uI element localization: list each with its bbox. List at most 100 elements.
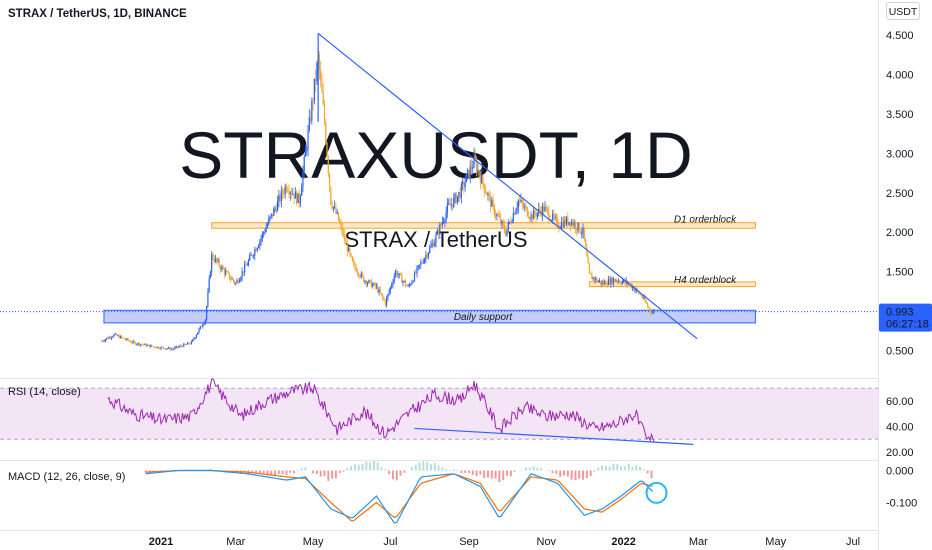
candle-body: [368, 280, 370, 283]
macd-histogram-bar: [498, 470, 501, 483]
candle-body: [574, 222, 577, 229]
candle-body: [644, 297, 646, 302]
candle-body: [361, 273, 364, 276]
candle-body: [170, 348, 172, 350]
macd-histogram-bar: [620, 466, 623, 471]
candle-body: [269, 216, 271, 219]
annotation-label: D1 orderblock: [674, 214, 737, 225]
currency-button[interactable]: [886, 2, 920, 20]
candle-body: [385, 298, 388, 306]
candle-body: [483, 183, 485, 192]
candle-body: [479, 175, 481, 184]
candle-body: [104, 339, 106, 342]
rsi-axis-tick-label: 40.00: [886, 422, 914, 434]
candle-body: [407, 285, 409, 287]
candle-body: [636, 288, 639, 291]
candle-body: [451, 204, 454, 208]
candle-body: [206, 306, 208, 320]
candle-body: [497, 214, 499, 217]
macd-highlight-circle[interactable]: [645, 481, 668, 504]
candle-body: [652, 311, 654, 314]
candle-body: [102, 341, 104, 342]
macd-histogram-bar: [304, 467, 307, 471]
price-axis-tick-label: 1.500: [886, 267, 914, 279]
candle-body: [372, 284, 374, 287]
time-axis-tick-label: Nov: [537, 536, 557, 548]
candle-body: [148, 344, 151, 348]
candle-body: [584, 239, 587, 247]
candle-body: [202, 324, 204, 327]
candle-body: [230, 278, 232, 280]
chart-title: STRAX / TetherUS, 1D, BINANCE: [8, 8, 187, 20]
macd-axis-tick-label: 0.000: [886, 466, 914, 478]
candle-body: [382, 294, 384, 299]
candle-body: [169, 347, 171, 350]
candle-body: [468, 169, 470, 178]
currency-button-label[interactable]: USDT: [889, 6, 918, 18]
candle-body: [493, 204, 495, 215]
candle-body: [251, 255, 253, 257]
candle-body: [620, 282, 622, 284]
candle-body: [425, 255, 427, 259]
candle-body: [198, 328, 200, 333]
candle-body: [335, 206, 337, 214]
candle-body: [394, 270, 397, 277]
macd-histogram-bar: [460, 470, 463, 474]
candle-body: [370, 280, 372, 287]
candle-body: [642, 295, 644, 299]
candle-body: [203, 323, 205, 325]
candle-body: [473, 155, 475, 168]
candle-body: [212, 254, 214, 260]
macd-histogram-bar: [646, 470, 649, 474]
candle-body: [165, 348, 167, 350]
candle-body: [403, 281, 405, 282]
candle-body: [377, 285, 379, 293]
candle-body: [555, 217, 558, 219]
candle-body: [410, 284, 412, 286]
macd-histogram-bar: [376, 462, 379, 471]
candle-body: [211, 254, 213, 272]
macd-histogram-bar: [372, 461, 375, 471]
macd-histogram-bar: [574, 470, 577, 481]
time-axis-tick-label: 2022: [611, 536, 635, 548]
candle-body: [307, 130, 309, 150]
candle-body: [553, 213, 555, 218]
candle-body: [563, 219, 565, 228]
candle-body: [164, 348, 166, 350]
candle-body: [116, 333, 118, 336]
macd-histogram-bar: [471, 470, 474, 475]
candle-body: [160, 346, 162, 349]
candle-body: [530, 214, 532, 219]
candle-body: [128, 340, 130, 342]
candle-body: [260, 237, 262, 241]
candle-body: [330, 186, 332, 205]
descending-trendline[interactable]: [317, 32, 698, 340]
macd-histogram-bar: [361, 463, 364, 471]
macd-histogram-bar: [441, 467, 444, 471]
macd-histogram-bar: [277, 470, 280, 474]
candle-body: [611, 277, 613, 284]
candle-body: [510, 221, 512, 223]
candle-body: [299, 195, 302, 204]
candle-body: [315, 78, 317, 82]
candle-body: [247, 260, 250, 266]
candle-body: [427, 252, 430, 258]
candle-body: [413, 272, 416, 282]
macd-histogram-bar: [532, 466, 535, 471]
candle-body: [477, 170, 479, 173]
candle-body: [244, 264, 246, 273]
candle-body: [384, 300, 386, 306]
candle-body: [117, 335, 119, 337]
candle-body: [288, 191, 290, 195]
macd-histogram-bar: [274, 470, 277, 476]
time-axis-tick-label: Mar: [226, 536, 245, 548]
candle-body: [137, 343, 139, 345]
candle-body: [280, 190, 283, 202]
macd-histogram-bar: [331, 470, 334, 479]
candle-body: [596, 278, 598, 282]
macd-histogram-bar: [399, 470, 402, 476]
candle-body: [408, 284, 411, 286]
candle-body: [405, 281, 407, 286]
candle-body: [108, 337, 110, 339]
rsi-divergence-trendline[interactable]: [414, 427, 694, 445]
